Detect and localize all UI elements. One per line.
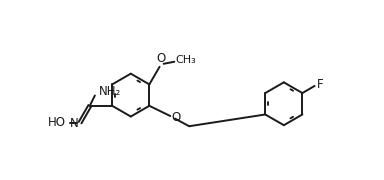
Text: NH₂: NH₂ bbox=[99, 86, 121, 98]
Text: O: O bbox=[171, 111, 180, 123]
Text: F: F bbox=[317, 78, 324, 91]
Text: O: O bbox=[156, 52, 165, 65]
Text: N: N bbox=[70, 117, 79, 130]
Text: HO: HO bbox=[48, 116, 66, 129]
Text: CH₃: CH₃ bbox=[176, 55, 197, 65]
